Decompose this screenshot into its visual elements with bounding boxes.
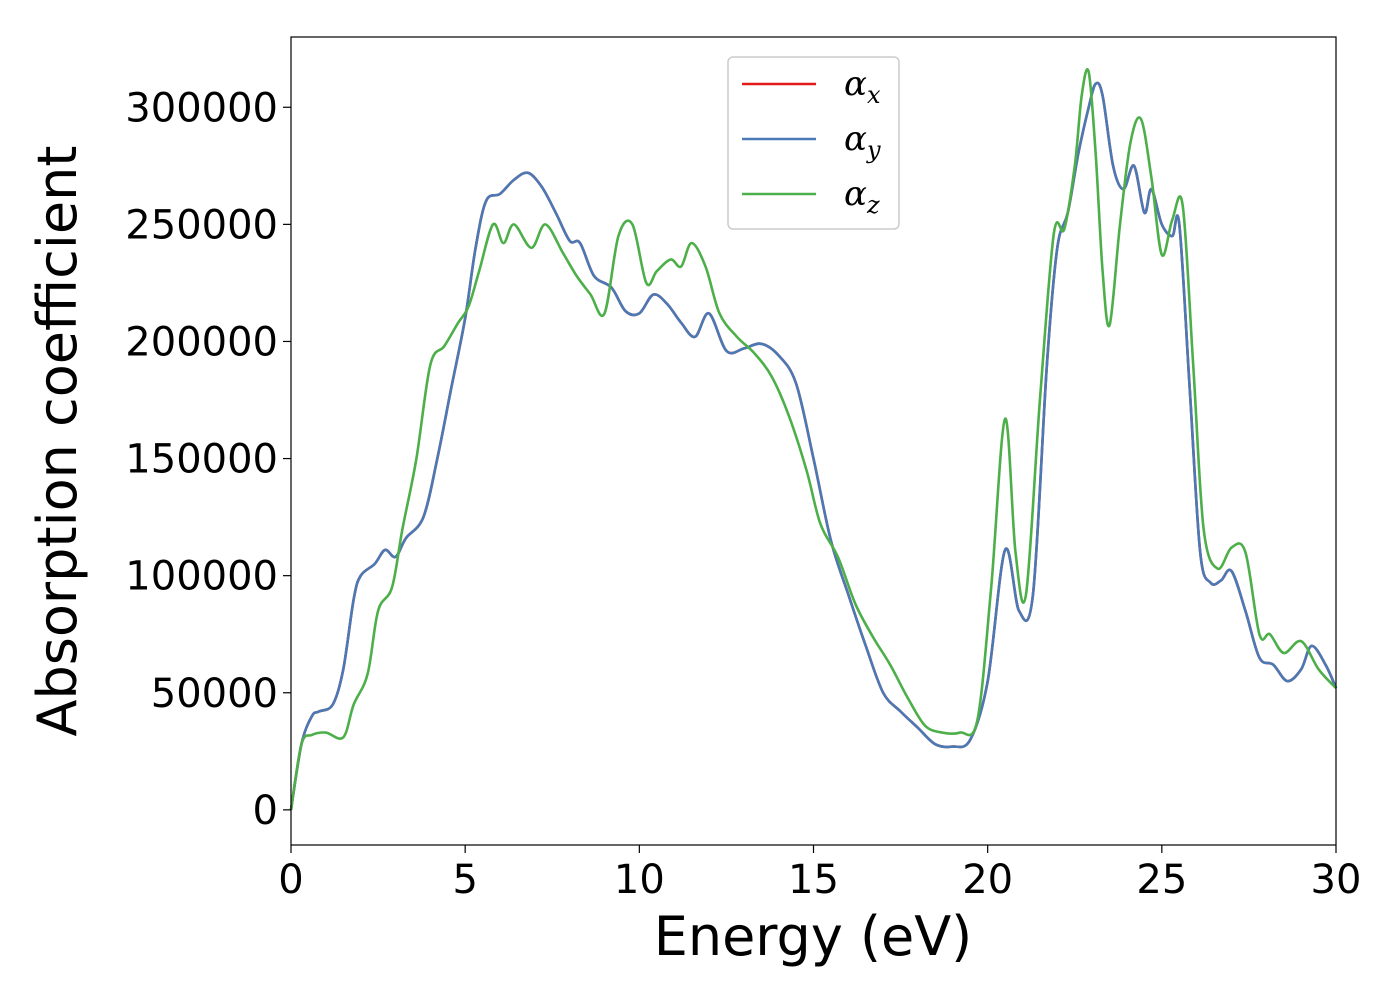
x-tick-label: 30 [1311,857,1362,903]
y-tick-label: 100000 [125,554,278,600]
x-tick-label: 5 [452,857,477,903]
legend-subscript: x [867,81,881,109]
legend-subscript: z [866,191,880,219]
legend-subscript: y [866,136,881,164]
x-tick-label: 10 [614,857,665,903]
legend-box [727,56,900,230]
x-axis: 0 5 10 15 20 25 30 [278,845,1361,903]
y-axis-title: Absorption coefficient [26,146,89,737]
y-tick-label: 150000 [125,437,278,483]
y-tick-label: 50000 [151,671,278,717]
y-tick-label: 0 [253,788,278,834]
legend-label-z: αz [844,174,880,219]
y-tick-label: 250000 [125,202,278,248]
y-tick-label: 300000 [125,85,278,131]
series-line-z [289,68,1337,811]
series-line-y [289,81,1338,811]
x-tick-label: 20 [962,857,1013,903]
series-layer [289,68,1338,811]
x-tick-label: 25 [1136,857,1187,903]
x-tick-label: 0 [278,857,303,903]
y-tick-label: 200000 [125,319,278,365]
y-axis: 0 50000 100000 150000 200000 250000 300000 [125,85,291,834]
x-axis-title: Energy (eV) [654,905,973,968]
x-tick-label: 15 [788,857,839,903]
